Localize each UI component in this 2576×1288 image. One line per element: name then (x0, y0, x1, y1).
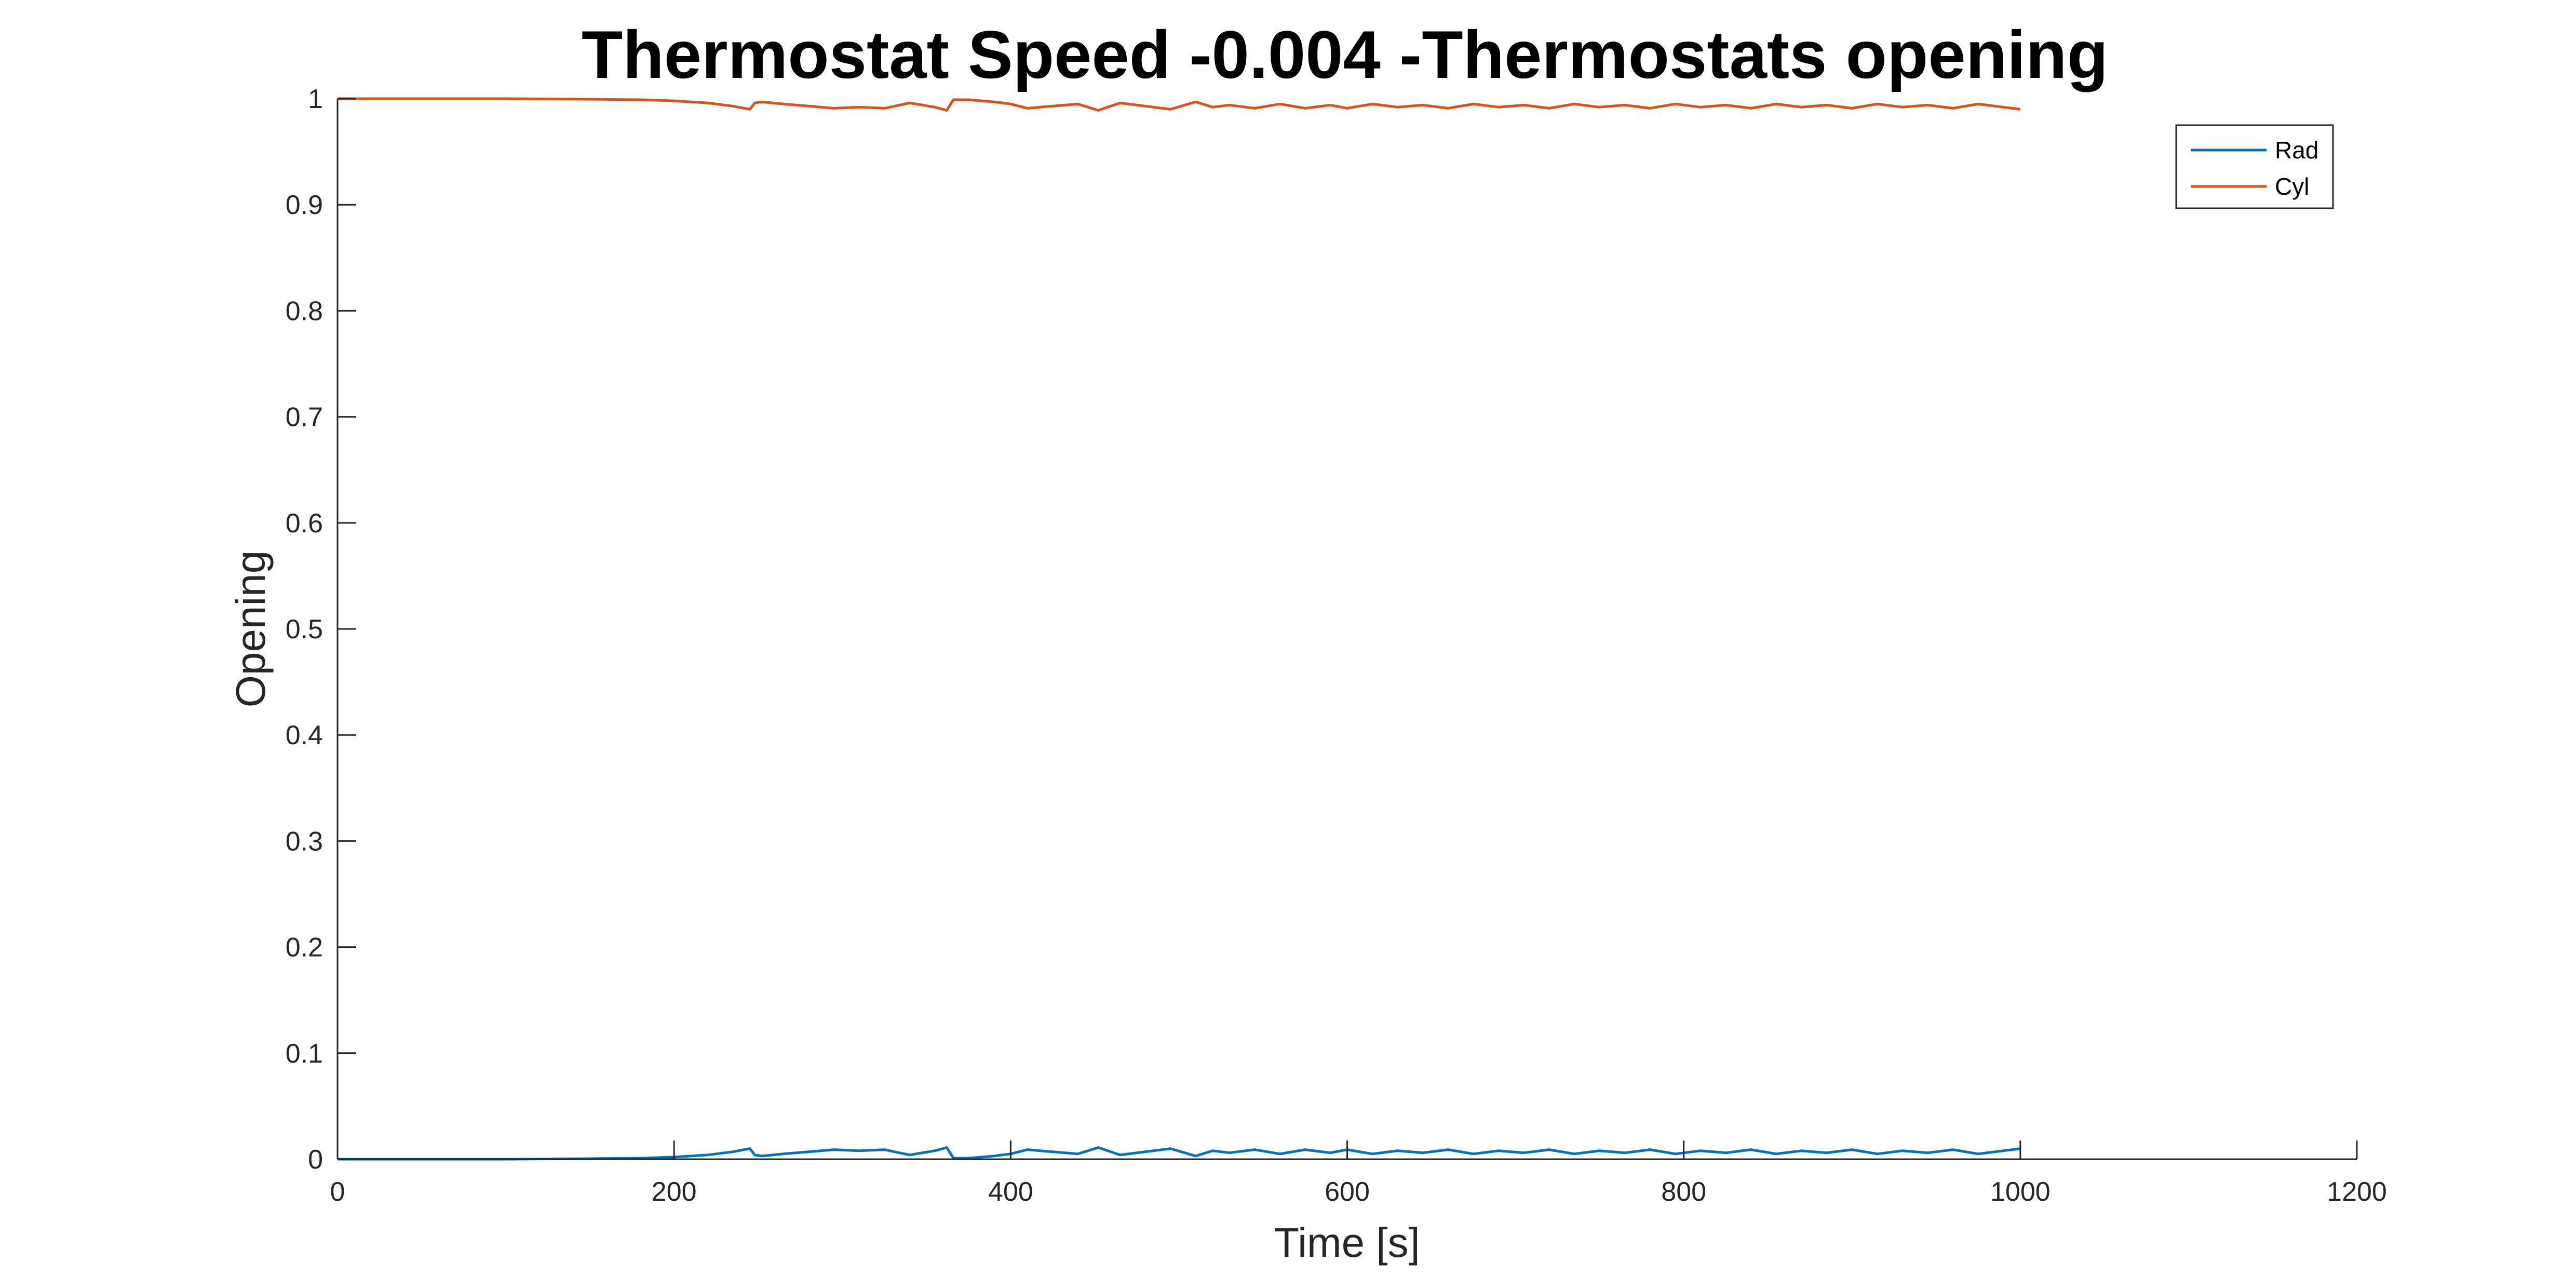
x-tick-label: 0 (330, 1177, 345, 1207)
chart-title: Thermostat Speed -0.004 -Thermostats ope… (582, 17, 2108, 92)
y-tick-label: 0.3 (286, 826, 323, 856)
series-line-cyl (338, 97, 2021, 112)
x-tick-label: 600 (1325, 1177, 1370, 1207)
legend-label-cyl: Cyl (2275, 173, 2309, 200)
y-tick-label: 0 (308, 1145, 323, 1175)
x-tick-label: 800 (1661, 1177, 1706, 1207)
y-axis-label: Opening (227, 551, 274, 707)
plot-lines (338, 97, 2021, 1161)
legend-box (2175, 124, 2334, 209)
y-tick-label: 0.7 (286, 403, 323, 433)
y-tick-label: 0.1 (286, 1039, 323, 1069)
y-tick-label: 0.9 (286, 190, 323, 220)
y-tick-label: 0.4 (286, 720, 323, 750)
y-tick-label: 0.6 (286, 508, 323, 539)
x-tick-label: 1000 (1990, 1177, 2051, 1207)
y-tick-label: 0.8 (286, 296, 323, 326)
y-tick-label: 1 (308, 84, 323, 114)
y-ticks: 0 0.1 0.2 0.3 0.4 0.5 0.6 0.7 0.8 0.9 1 (286, 84, 356, 1175)
y-tick-label: 0.5 (286, 614, 323, 645)
x-axis-label: Time [s] (1274, 1219, 1420, 1266)
legend-label-rad: Rad (2275, 137, 2318, 164)
x-tick-label: 400 (988, 1177, 1033, 1207)
legend: Rad Cyl (2175, 124, 2334, 209)
x-ticks: 0 200 400 600 800 1000 1200 (330, 1141, 2387, 1207)
x-tick-label: 200 (652, 1177, 697, 1207)
series-line-rad (338, 1146, 2021, 1161)
y-tick-label: 0.2 (286, 933, 323, 963)
x-tick-label: 1200 (2327, 1177, 2387, 1207)
